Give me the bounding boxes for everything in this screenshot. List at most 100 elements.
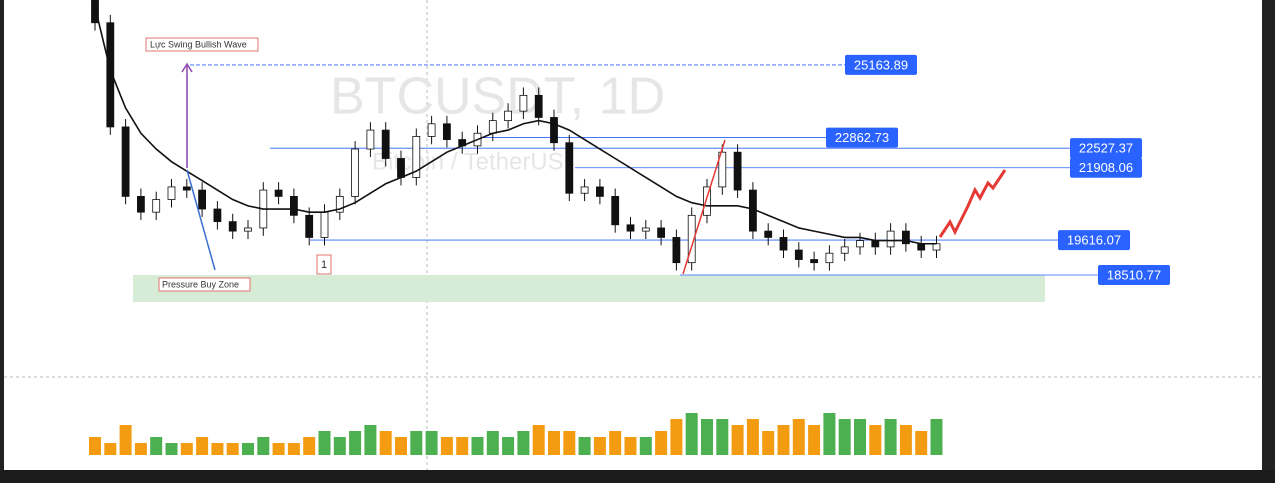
- volume-bar: [854, 419, 866, 455]
- candle-body: [917, 243, 926, 251]
- volume-bar: [242, 443, 254, 455]
- price-levels: 25163.89 22862.73 22527.37 21908.06 19616.07…: [190, 54, 1170, 285]
- candle-body: [320, 211, 329, 238]
- volume-bar: [196, 437, 209, 455]
- volume-bar: [287, 443, 300, 455]
- candle-body: [825, 252, 834, 264]
- candle-body: [519, 94, 528, 112]
- watermark-title: BTCUSDT, 1D: [330, 68, 665, 126]
- volume-bar: [838, 419, 851, 455]
- volume-bar: [257, 437, 270, 455]
- volume-bar: [808, 425, 821, 455]
- candle-body: [718, 151, 727, 188]
- volume-bar: [119, 425, 132, 455]
- candle-body: [442, 123, 451, 140]
- volume-bar: [869, 425, 882, 455]
- volume-bar: [226, 443, 239, 455]
- volume-bar: [379, 431, 392, 455]
- candle-body: [641, 227, 650, 232]
- candle-body: [534, 94, 543, 118]
- candle-body: [565, 142, 574, 194]
- candle-body: [366, 129, 375, 150]
- candle-body: [733, 151, 742, 191]
- volume-bar: [670, 419, 683, 455]
- candle-body: [932, 243, 941, 251]
- candle-body: [611, 195, 620, 226]
- candle-body: [794, 249, 803, 260]
- volume-bar: [593, 437, 606, 455]
- candle-body: [305, 214, 314, 238]
- candle-body: [136, 195, 145, 213]
- level-label-box: [1070, 138, 1142, 159]
- buy-zone: [133, 275, 1045, 302]
- level-label: 22527.37: [1079, 141, 1133, 156]
- volume-bar: [303, 437, 316, 455]
- level-label-box: [1070, 157, 1142, 178]
- volume-bar: [609, 431, 622, 455]
- volume-bar: [333, 437, 346, 455]
- candle-body: [91, 0, 99, 24]
- volume-bar: [502, 437, 515, 455]
- candle-body: [335, 195, 344, 213]
- candle-body: [182, 186, 191, 191]
- chart-background: [4, 0, 1262, 470]
- candle-body: [580, 186, 589, 194]
- volume-bar: [349, 431, 362, 455]
- candle-body: [412, 136, 421, 178]
- level-label: 25163.89: [854, 57, 908, 72]
- arrow-head: [181, 62, 193, 73]
- candle-body: [198, 189, 207, 210]
- volume-bar: [823, 413, 836, 455]
- volume-bar: [471, 437, 484, 455]
- candle-body: [703, 186, 711, 216]
- volume-bar: [517, 431, 530, 455]
- level-label-box: [1098, 264, 1170, 285]
- candle-body: [351, 148, 360, 197]
- level-label: 19616.07: [1067, 233, 1121, 248]
- volume-bar: [364, 425, 377, 455]
- candle-body: [121, 126, 130, 197]
- candle-body: [397, 158, 405, 178]
- annotation-zone: Pressure Buy Zone: [162, 279, 239, 289]
- volume-bar: [655, 431, 668, 455]
- volume-bar: [792, 419, 805, 455]
- candles: [91, 0, 941, 271]
- candle-body: [550, 117, 558, 144]
- candle-body: [213, 208, 222, 223]
- candle-body: [626, 224, 635, 232]
- volume-bar: [746, 419, 759, 455]
- volume-bar: [150, 437, 163, 455]
- candle-body: [672, 237, 681, 264]
- volume-bar: [456, 437, 469, 455]
- annotation-box: [145, 37, 259, 52]
- volume-bar: [318, 431, 331, 455]
- volume-bar: [104, 443, 117, 455]
- volume-bar: [762, 431, 775, 455]
- candle-body: [657, 227, 665, 238]
- marker-label: 1: [321, 259, 327, 271]
- candle-body: [504, 110, 513, 122]
- candle-body: [871, 240, 880, 248]
- candle-body: [886, 230, 895, 248]
- candle-body: [152, 199, 161, 213]
- volume-bar: [134, 443, 147, 455]
- volume-bar: [272, 443, 285, 455]
- volume-bar: [777, 425, 790, 455]
- volume-bar: [211, 443, 224, 455]
- volume-bar: [930, 419, 943, 455]
- volume-bar: [716, 419, 729, 455]
- volume-bar: [884, 419, 897, 455]
- level-label-box: [826, 127, 898, 148]
- candle-body: [289, 195, 298, 216]
- candle-body: [106, 22, 115, 128]
- volume-bar: [624, 437, 637, 455]
- candle-body: [596, 186, 604, 197]
- candle-body: [427, 123, 436, 137]
- volume-bar: [532, 425, 545, 455]
- candle-body: [764, 230, 773, 238]
- candle-body: [810, 259, 818, 264]
- candle-body: [228, 221, 237, 232]
- candle-body: [779, 237, 788, 251]
